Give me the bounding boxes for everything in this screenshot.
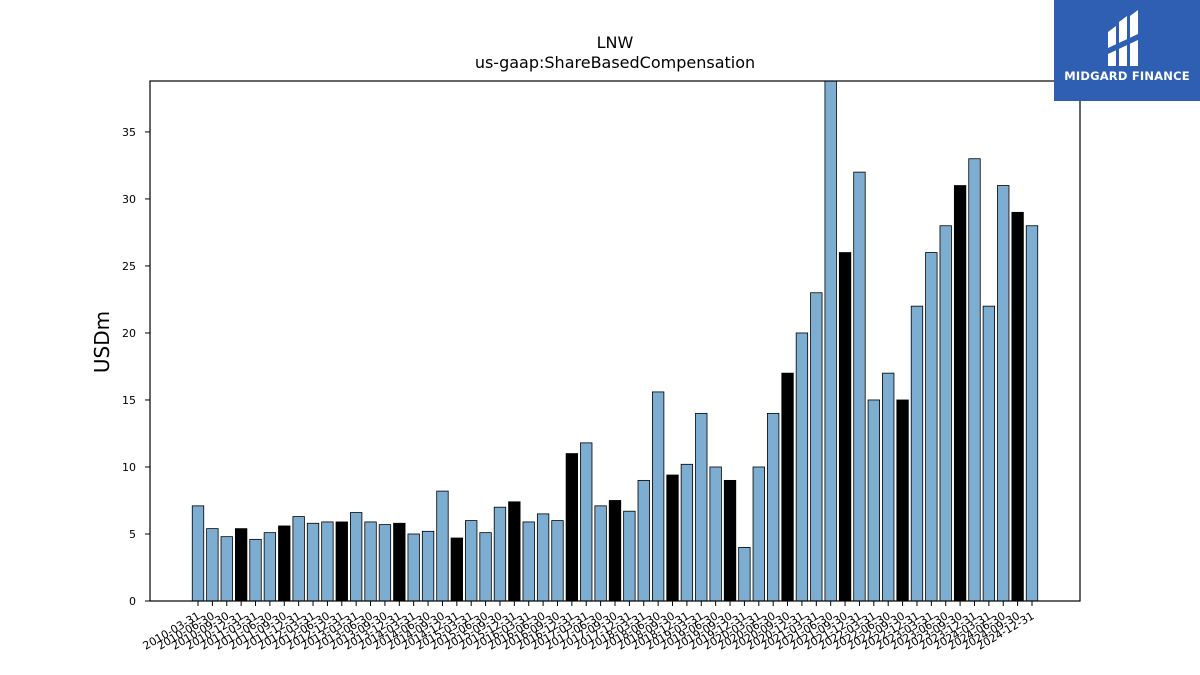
y-tick-label: 5 <box>129 528 136 541</box>
bar-2017-06-30 <box>594 505 607 602</box>
y-tick-label: 20 <box>122 327 136 340</box>
y-tick-label: 0 <box>129 595 136 608</box>
bar-2022-09-30 <box>896 399 909 602</box>
bar-2017-03-31 <box>580 442 593 602</box>
bar-2017-09-30 <box>608 500 622 602</box>
bar-2011-03-31 <box>249 538 262 602</box>
bar-2023-03-31 <box>925 252 938 602</box>
logo-mark-icon <box>1108 10 1138 66</box>
bar-2010-06-30 <box>206 528 219 602</box>
bar-2011-12-31 <box>292 516 305 602</box>
y-axis-ticks: 0 5 10 15 20 25 30 35 <box>122 126 150 608</box>
plot-frame <box>149 80 1081 602</box>
bar-2010-03-31 <box>191 505 205 602</box>
bar-2018-03-31 <box>637 479 650 602</box>
bar-2021-03-31 <box>810 292 823 602</box>
bar-2013-06-30 <box>364 521 377 602</box>
bar-2010-12-31 <box>234 528 248 602</box>
bar-2015-12-31 <box>508 501 521 602</box>
bar-2014-09-30 <box>436 490 449 602</box>
chart-title: LNW <box>597 33 634 52</box>
bar-2020-03-31 <box>752 466 765 602</box>
logo-text: MIDGARD FINANCE <box>1064 69 1190 83</box>
bar-2024-12-31 <box>1025 225 1039 602</box>
bar-2022-03-31 <box>867 399 880 602</box>
bar-2023-09-30 <box>953 185 967 602</box>
bar-2015-06-30 <box>479 532 492 602</box>
bar-2022-06-30 <box>882 372 895 602</box>
bar-2021-06-30 <box>824 80 837 602</box>
bar-2020-09-30 <box>781 372 794 602</box>
bar-2013-03-31 <box>350 512 363 602</box>
bar-2012-03-31 <box>306 522 320 602</box>
y-tick-label: 35 <box>122 126 136 139</box>
bar-2018-06-30 <box>651 391 665 602</box>
bar-2015-09-30 <box>493 506 507 602</box>
bar-2021-12-31 <box>853 171 866 602</box>
bar-2011-06-30 <box>263 532 277 602</box>
bar-2014-03-31 <box>407 533 420 602</box>
x-axis-ticks: 2010-03-312010-06-302010-09-302010-12-31… <box>141 601 1037 653</box>
bar-2024-09-30 <box>1011 211 1024 602</box>
y-tick-label: 30 <box>122 193 136 206</box>
bar-2019-03-31 <box>695 412 708 602</box>
y-tick-label: 10 <box>122 461 136 474</box>
y-tick-label: 25 <box>122 260 136 273</box>
y-tick-label: 15 <box>122 394 136 407</box>
bar-2024-06-30 <box>997 185 1010 602</box>
bar-2022-12-31 <box>910 305 924 602</box>
bar-2023-06-30 <box>939 225 952 602</box>
bar-2014-06-30 <box>421 530 435 602</box>
bar-2016-09-30 <box>551 520 564 602</box>
bar-2014-12-31 <box>450 537 463 602</box>
bar-2015-03-31 <box>465 520 478 602</box>
bar-2019-12-31 <box>738 546 751 602</box>
bar-2019-06-30 <box>709 466 722 602</box>
bar-2024-03-31 <box>982 305 996 602</box>
bar-2016-12-31 <box>565 453 579 602</box>
bar-2018-09-30 <box>666 474 679 602</box>
bar-2016-03-31 <box>522 521 535 602</box>
y-axis-label: USDm <box>90 311 114 373</box>
bar-2019-09-30 <box>723 479 737 602</box>
bar-2021-09-30 <box>838 252 852 602</box>
bar-2013-12-31 <box>393 522 406 602</box>
bar-2012-06-30 <box>321 521 334 602</box>
bar-2017-12-31 <box>623 510 636 602</box>
bar-2020-12-31 <box>795 332 809 602</box>
bar-2013-09-30 <box>378 524 392 602</box>
bar-2018-12-31 <box>680 463 694 602</box>
bar-2010-09-30 <box>220 536 233 602</box>
chart-subtitle: us-gaap:ShareBasedCompensation <box>475 53 755 72</box>
bar-2020-06-30 <box>767 412 780 602</box>
bar-2011-09-30 <box>278 525 291 602</box>
bars-group <box>191 80 1039 602</box>
bar-2023-12-31 <box>968 158 981 602</box>
bar-2012-12-31 <box>335 521 348 602</box>
midgard-finance-logo: MIDGARD FINANCE <box>1054 0 1200 101</box>
bar-2016-06-30 <box>536 513 550 602</box>
